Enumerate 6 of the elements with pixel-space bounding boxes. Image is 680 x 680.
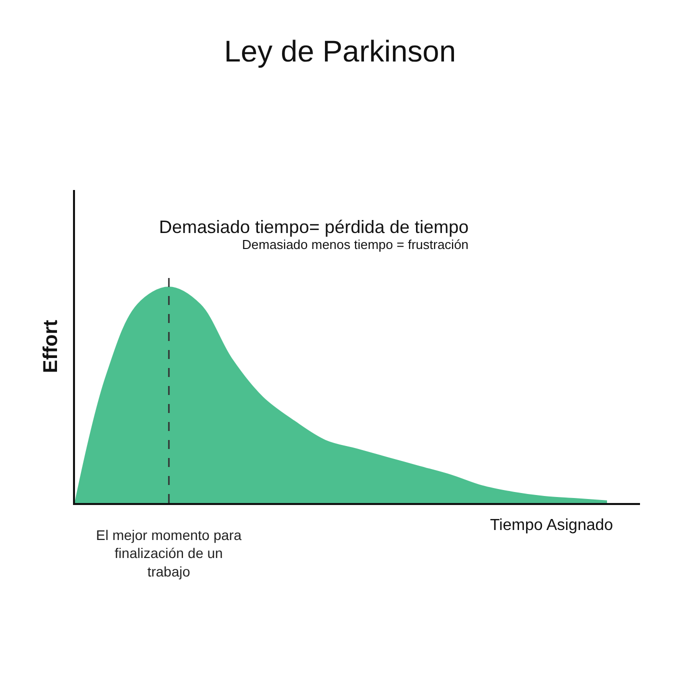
chart-title: Ley de Parkinson [224,36,456,68]
x-axis-title: Tiempo Asignado [490,517,614,534]
text: Demasiado tiempo= pérdida de tiempo [159,217,469,237]
text: Demasiado menos tiempo = frustración [242,237,469,252]
y-axis-title: Effort [40,320,62,374]
text: El mejor momento para finalización de un trabajo [96,527,242,580]
